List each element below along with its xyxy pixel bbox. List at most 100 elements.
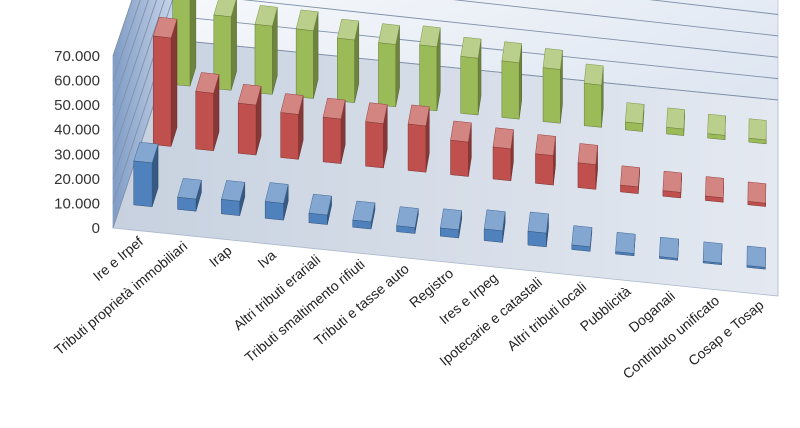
bar xyxy=(336,18,360,103)
bar-front xyxy=(177,196,197,212)
bar xyxy=(707,113,726,141)
bar xyxy=(666,107,685,136)
bar xyxy=(748,118,767,145)
bar xyxy=(440,208,463,239)
bar-front xyxy=(620,184,639,194)
bar xyxy=(746,245,766,270)
bar-front xyxy=(337,37,355,103)
bar-front xyxy=(492,146,512,182)
bar-front xyxy=(280,112,299,160)
bar-front xyxy=(352,219,372,230)
bar-front xyxy=(152,35,172,147)
bar xyxy=(322,97,346,164)
bar xyxy=(152,16,178,147)
bar-front xyxy=(707,133,726,141)
bar xyxy=(702,241,723,266)
bar-front xyxy=(571,244,591,252)
bar xyxy=(221,180,246,216)
bar-front xyxy=(702,261,722,266)
bar xyxy=(705,176,724,203)
bar-top xyxy=(666,107,685,130)
bar-front xyxy=(365,121,384,169)
bar xyxy=(407,104,430,173)
bar-top xyxy=(352,200,376,223)
bar-top xyxy=(492,127,514,150)
bar-front xyxy=(662,190,681,199)
bar-top xyxy=(483,209,506,232)
y-tick-label: 40.000 xyxy=(54,122,100,139)
bar xyxy=(583,63,604,128)
bar-front xyxy=(577,162,597,190)
bar xyxy=(625,102,645,132)
bar-top xyxy=(583,63,604,86)
bar xyxy=(662,170,682,199)
x-tick-label: Irap xyxy=(206,242,235,270)
bar xyxy=(378,23,400,108)
bar-front xyxy=(535,153,554,186)
bar xyxy=(483,209,506,243)
gridline-left xyxy=(112,0,133,57)
bar xyxy=(460,36,482,116)
y-tick-label: 10.000 xyxy=(54,195,100,212)
bar-top xyxy=(702,241,723,264)
bar-front xyxy=(264,201,284,221)
y-tick-label: 70.000 xyxy=(54,48,100,65)
bar-front xyxy=(407,123,427,173)
bar-top xyxy=(747,181,767,204)
bar xyxy=(571,225,593,252)
bar-top xyxy=(705,176,724,199)
bar-top xyxy=(460,36,482,59)
bar-front xyxy=(322,116,342,164)
bar-front xyxy=(295,28,314,99)
bar-top xyxy=(620,165,640,188)
bar xyxy=(542,48,563,124)
bar-top xyxy=(615,232,636,254)
bar-top xyxy=(450,120,472,143)
gridline-back xyxy=(452,0,779,37)
bar-top xyxy=(707,113,726,136)
bar xyxy=(308,193,332,225)
bar-front xyxy=(748,137,767,145)
bar-top xyxy=(527,211,549,234)
bar xyxy=(177,178,202,212)
bar-top xyxy=(365,102,388,124)
bar-front xyxy=(221,199,240,216)
gridline-left xyxy=(112,0,149,106)
bar xyxy=(254,5,278,95)
bar xyxy=(213,0,237,91)
bar xyxy=(195,72,220,152)
bar xyxy=(659,236,679,261)
bar-top xyxy=(746,245,766,268)
gridline-left xyxy=(112,0,165,155)
bar xyxy=(133,141,159,208)
bar-top xyxy=(378,23,400,45)
bar-front xyxy=(254,23,273,95)
y-tick-label: 20.000 xyxy=(54,171,100,188)
bar-top xyxy=(748,118,767,141)
bar xyxy=(615,232,636,257)
bar-top xyxy=(542,48,563,70)
bar-front xyxy=(450,139,469,177)
bar-top xyxy=(440,208,463,231)
bar xyxy=(237,83,262,156)
bar-side xyxy=(189,0,197,87)
bar-front xyxy=(396,225,416,234)
bar xyxy=(396,206,419,234)
y-tick-label: 60.000 xyxy=(54,73,100,90)
y-tick-label: 0 xyxy=(92,220,100,237)
bar-front xyxy=(133,160,153,208)
bar-front xyxy=(195,91,214,152)
bar-top xyxy=(625,102,645,125)
bar-front xyxy=(625,121,643,132)
bar xyxy=(501,41,523,120)
bar-front xyxy=(659,256,678,261)
bar-front xyxy=(440,227,459,239)
gridline-back xyxy=(648,0,779,15)
gridline-left xyxy=(112,0,157,130)
bar-front xyxy=(483,228,503,243)
bar xyxy=(620,165,640,194)
bar-front xyxy=(419,44,438,112)
bar-front xyxy=(747,201,766,207)
